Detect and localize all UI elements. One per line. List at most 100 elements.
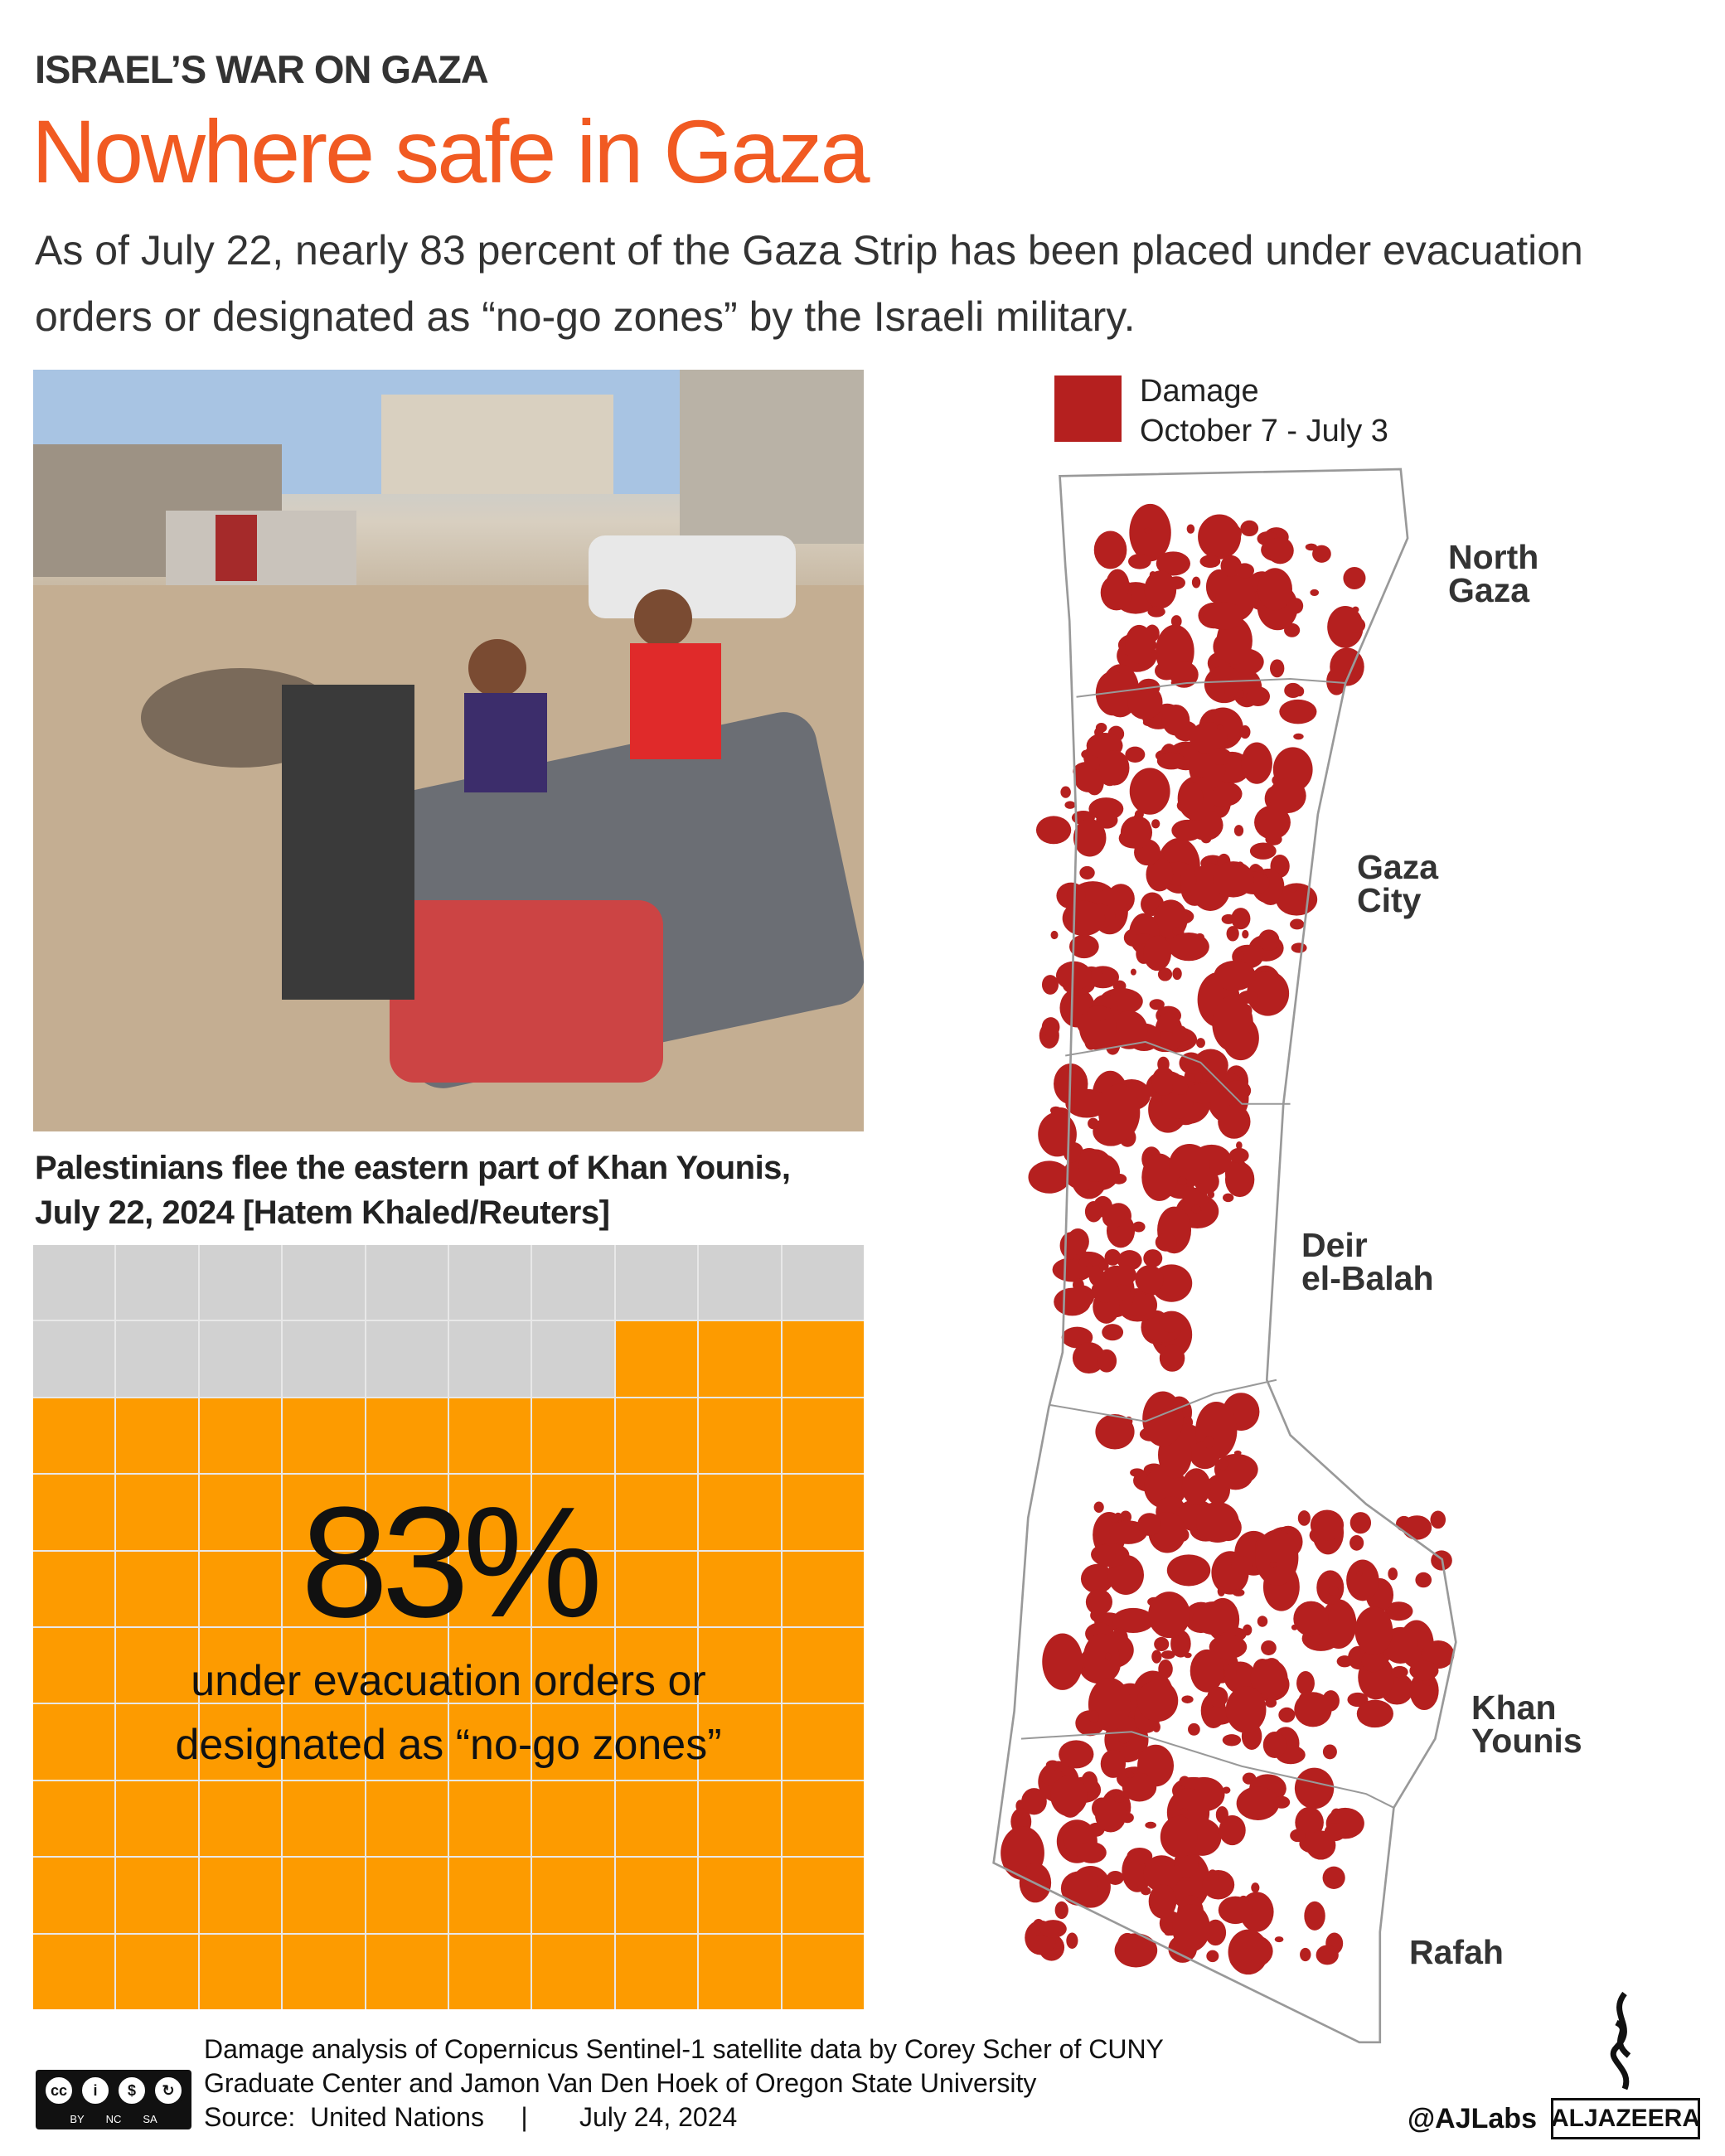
damage-patch (1102, 1207, 1125, 1228)
cc-icon: cc (42, 2074, 75, 2108)
damage-patch (1184, 1187, 1209, 1212)
damage-patch (1347, 1692, 1369, 1708)
caption-line: Palestinians flee the eastern part of Kh… (35, 1150, 791, 1186)
waffle-cell-filled (116, 1858, 198, 1933)
damage-patch (1384, 1601, 1413, 1621)
waffle-cell-filled (366, 1934, 448, 2009)
damage-areas (1001, 503, 1455, 1975)
damage-patch (1104, 1248, 1122, 1266)
waffle-cell-filled (699, 1398, 781, 1474)
damage-patch (1346, 617, 1366, 633)
damage-patch (1076, 1841, 1107, 1863)
damage-patch (1274, 1936, 1284, 1943)
damage-patch (1225, 1686, 1267, 1733)
waffle-cell-filled (782, 1934, 864, 2009)
waffle-cell-filled (33, 1398, 115, 1474)
damage-patch (1249, 842, 1277, 860)
damage-patch (1207, 1869, 1219, 1885)
damage-patch (1255, 1529, 1299, 1587)
damage-patch (1224, 683, 1238, 699)
damage-patch (1170, 615, 1182, 628)
license-label: BY (70, 2112, 85, 2125)
damage-patch (1091, 1544, 1116, 1564)
damage-patch (1125, 624, 1154, 664)
damage-patch (1250, 1659, 1288, 1698)
region-label-line: Gaza (1448, 571, 1529, 609)
damage-patch (1193, 1049, 1228, 1083)
damage-patch (1054, 1901, 1068, 1920)
damage-patch (1152, 1721, 1160, 1732)
region-label-line: Younis (1471, 1722, 1582, 1760)
damage-patch (1154, 1636, 1170, 1651)
damage-patch (1094, 1796, 1127, 1833)
damage-patch (1203, 602, 1244, 630)
damage-patch (1218, 1896, 1253, 1925)
region-label-deir-el-balah: Deir el-Balah (1301, 1228, 1434, 1296)
waffle-cell-filled (449, 1704, 531, 1780)
damage-patch (1159, 1344, 1185, 1372)
damage-patch (1191, 576, 1201, 589)
waffle-cell-filled (615, 1858, 698, 1933)
damage-patch (1388, 1567, 1398, 1581)
damage-patch (1320, 1599, 1357, 1650)
waffle-cell-filled (366, 1858, 448, 1933)
damage-patch (1343, 567, 1366, 590)
damage-patch (1231, 908, 1251, 930)
photo-evacuees (33, 370, 864, 1131)
waffle-cell-filled (33, 1704, 115, 1780)
damage-patch (1078, 1257, 1089, 1267)
waffle-cell-filled (615, 1934, 698, 2009)
damage-patch (1118, 1732, 1130, 1744)
damage-patch (1160, 1815, 1198, 1858)
damage-patch (1293, 733, 1304, 740)
credit-line: Damage analysis of Copernicus Sentinel-1… (204, 2034, 1164, 2064)
damage-patch (1243, 1624, 1253, 1636)
waffle-cell-filled (532, 1934, 614, 2009)
damage-patch (1257, 1616, 1268, 1627)
damage-patch (1172, 1078, 1189, 1095)
damage-patch (1236, 1141, 1243, 1150)
damage-patch (1091, 1278, 1119, 1303)
waffle-cell-filled (116, 1781, 198, 1857)
damage-patch (1066, 1228, 1089, 1255)
waffle-cell-filled (699, 1321, 781, 1397)
waffle-cell-empty (283, 1321, 365, 1397)
caption-line: July 22, 2024 [Hatem Khaled/Reuters] (35, 1194, 610, 1231)
damage-patch (1062, 900, 1106, 937)
waffle-cell-filled (366, 1551, 448, 1626)
damage-patch (1172, 967, 1182, 981)
damage-patch (1190, 1441, 1220, 1470)
damage-patch (1143, 527, 1153, 534)
region-label-gaza-city: Gaza City (1357, 850, 1438, 918)
damage-patch (1261, 538, 1293, 562)
waffle-cell-filled (116, 1551, 198, 1626)
damage-patch (1050, 1775, 1088, 1817)
damage-patch (1068, 1285, 1095, 1309)
waffle-cell-filled (449, 1781, 531, 1857)
damage-patch (1151, 1650, 1162, 1664)
waffle-cell-filled (782, 1704, 864, 1780)
damage-patch (1112, 1607, 1155, 1634)
damage-patch (1327, 605, 1364, 648)
waffle-cell-empty (116, 1245, 198, 1320)
waffle-cell-empty (199, 1321, 282, 1397)
damage-patch (1291, 942, 1307, 953)
damage-patch (1191, 1204, 1201, 1214)
governorate-border (1076, 678, 1346, 698)
damage-patch (1217, 1586, 1225, 1596)
waffle-cell-filled (782, 1321, 864, 1397)
damage-patch (1206, 1950, 1219, 1963)
damage-patch (1143, 1249, 1163, 1267)
damage-patch (1221, 913, 1236, 924)
damage-patch (1128, 554, 1151, 569)
damage-patch (1354, 1606, 1393, 1655)
damage-patch (1147, 606, 1165, 618)
damage-patch (1202, 1869, 1235, 1900)
waffle-cell-empty (366, 1321, 448, 1397)
damage-patch (1177, 1176, 1188, 1185)
damage-patch (1122, 1772, 1157, 1802)
damage-patch (1098, 1083, 1141, 1141)
damage-patch (1257, 568, 1292, 611)
damage-patch (1349, 1535, 1364, 1551)
damage-patch (1247, 971, 1290, 1016)
